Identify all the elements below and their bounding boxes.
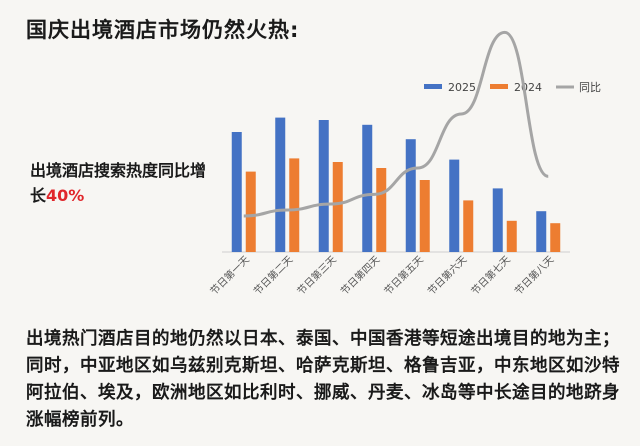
legend-swatch-2025 — [424, 84, 442, 89]
x-tick-label: 节日第八天 — [512, 253, 557, 298]
bar-2024-6 — [463, 200, 474, 252]
stat-text: 出境酒店搜索热度同比增长 — [30, 161, 207, 205]
bar-2024-2 — [289, 158, 300, 252]
series-line-yoy — [243, 30, 549, 218]
bar-2025-2 — [275, 117, 286, 252]
chart-legend: 2025 2024 同比 — [424, 81, 601, 94]
bar-2025-8 — [536, 211, 547, 252]
stat-callout: 出境酒店搜索热度同比增长40% — [30, 158, 210, 208]
bar-2024-1 — [245, 171, 256, 252]
x-tick-label: 节日第二天 — [251, 253, 296, 298]
x-tick-label: 节日第七天 — [468, 253, 513, 298]
bar-2025-6 — [449, 159, 460, 252]
bar-2024-7 — [506, 220, 517, 252]
x-tick-label: 节日第一天 — [207, 253, 252, 298]
x-tick-label: 节日第三天 — [294, 253, 339, 298]
x-tick-label: 节日第五天 — [381, 253, 426, 298]
description-text: 出境热门酒店目的地仍然以日本、泰国、中国香港等短途出境目的地为主；同时，中亚地区… — [26, 329, 620, 430]
bar-2024-3 — [332, 162, 343, 252]
legend-swatch-2024 — [490, 84, 508, 89]
bar-2025-5 — [405, 139, 416, 252]
bar-2025-1 — [231, 132, 242, 252]
x-tick-label: 节日第四天 — [338, 253, 383, 298]
legend-label-2024: 2024 — [514, 81, 542, 94]
bar-2025-7 — [492, 188, 503, 252]
plot-area: 节日第一天 节日第二天 节日第三天 节日第四天 节日第五天 节日第六天 节日第七天 节日第八天 — [207, 30, 570, 298]
stat-highlight: 40% — [46, 186, 85, 205]
bar-2024-4 — [376, 168, 387, 252]
bar-2024-8 — [550, 223, 561, 252]
bar-2025-3 — [318, 120, 329, 252]
bar-2025-4 — [362, 124, 373, 252]
bar-2024-5 — [419, 180, 430, 252]
page-title: 国庆出境酒店市场仍然火热: — [26, 18, 300, 42]
legend-label-2025: 2025 — [448, 81, 476, 94]
x-tick-label: 节日第六天 — [425, 253, 470, 298]
legend-label-yoy: 同比 — [579, 81, 601, 94]
